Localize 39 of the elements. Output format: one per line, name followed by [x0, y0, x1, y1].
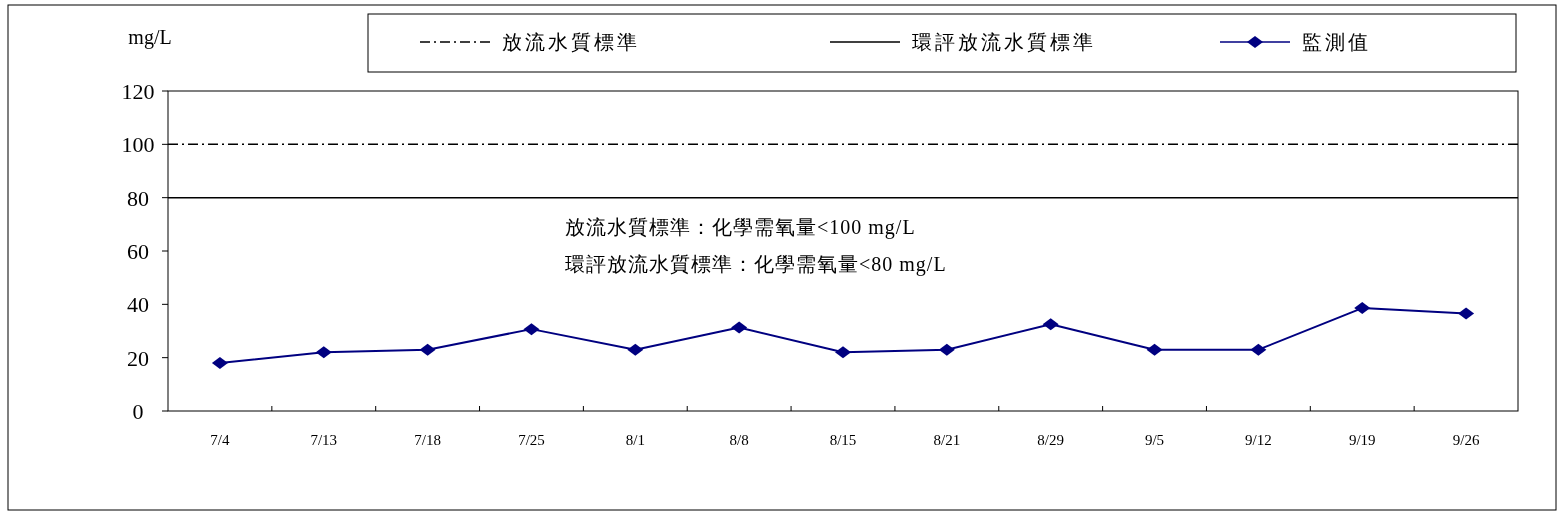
legend-label: 放流水質標準: [502, 31, 640, 53]
legend-label: 監測值: [1302, 31, 1371, 53]
annotation: 環評放流水質標準：化學需氧量<80 mg/L: [565, 253, 947, 276]
x-tick-label: 8/29: [1037, 432, 1065, 448]
point: [1042, 318, 1059, 331]
y-tick-label: 80: [127, 185, 149, 211]
point: [419, 343, 436, 356]
x-tick-label: 8/21: [933, 432, 961, 448]
x-tick-label: 7/18: [414, 432, 441, 448]
x-tick-label: 7/13: [310, 432, 338, 448]
x-tick-label: 7/25: [518, 432, 545, 448]
x-tick-label: 9/19: [1348, 432, 1376, 448]
point: [1458, 307, 1475, 320]
y-tick-label: 20: [127, 345, 149, 371]
x-tick-label: 9/12: [1245, 432, 1272, 448]
point: [1354, 302, 1371, 315]
x-tick-label: 8/8: [729, 432, 749, 448]
x-tick-label: 8/1: [625, 432, 645, 448]
y-tick-label: 100: [121, 132, 155, 158]
point: [1250, 343, 1267, 356]
point: [211, 357, 228, 369]
y-tick-label: 120: [121, 79, 155, 104]
x-tick-label: 8/15: [829, 432, 857, 448]
point: [1146, 343, 1163, 356]
x-tick-label: 7/4: [210, 432, 230, 448]
y-tick-label: 40: [127, 292, 149, 318]
annotation: 放流水質標準：化學需氧量<100 mg/L: [565, 216, 916, 239]
y-tick-label: 0: [132, 399, 144, 424]
point: [731, 321, 748, 334]
point: [627, 343, 644, 356]
point: [835, 346, 851, 359]
point: [315, 346, 332, 359]
point: [523, 323, 540, 336]
legend-label: 環評放流水質標準: [912, 31, 1096, 53]
point: [938, 343, 955, 356]
y-axis-title: mg/L: [128, 26, 172, 49]
x-tick-label: 9/5: [1144, 432, 1165, 448]
y-tick-label: 60: [127, 239, 149, 264]
x-tick-label: 9/26: [1452, 432, 1480, 448]
